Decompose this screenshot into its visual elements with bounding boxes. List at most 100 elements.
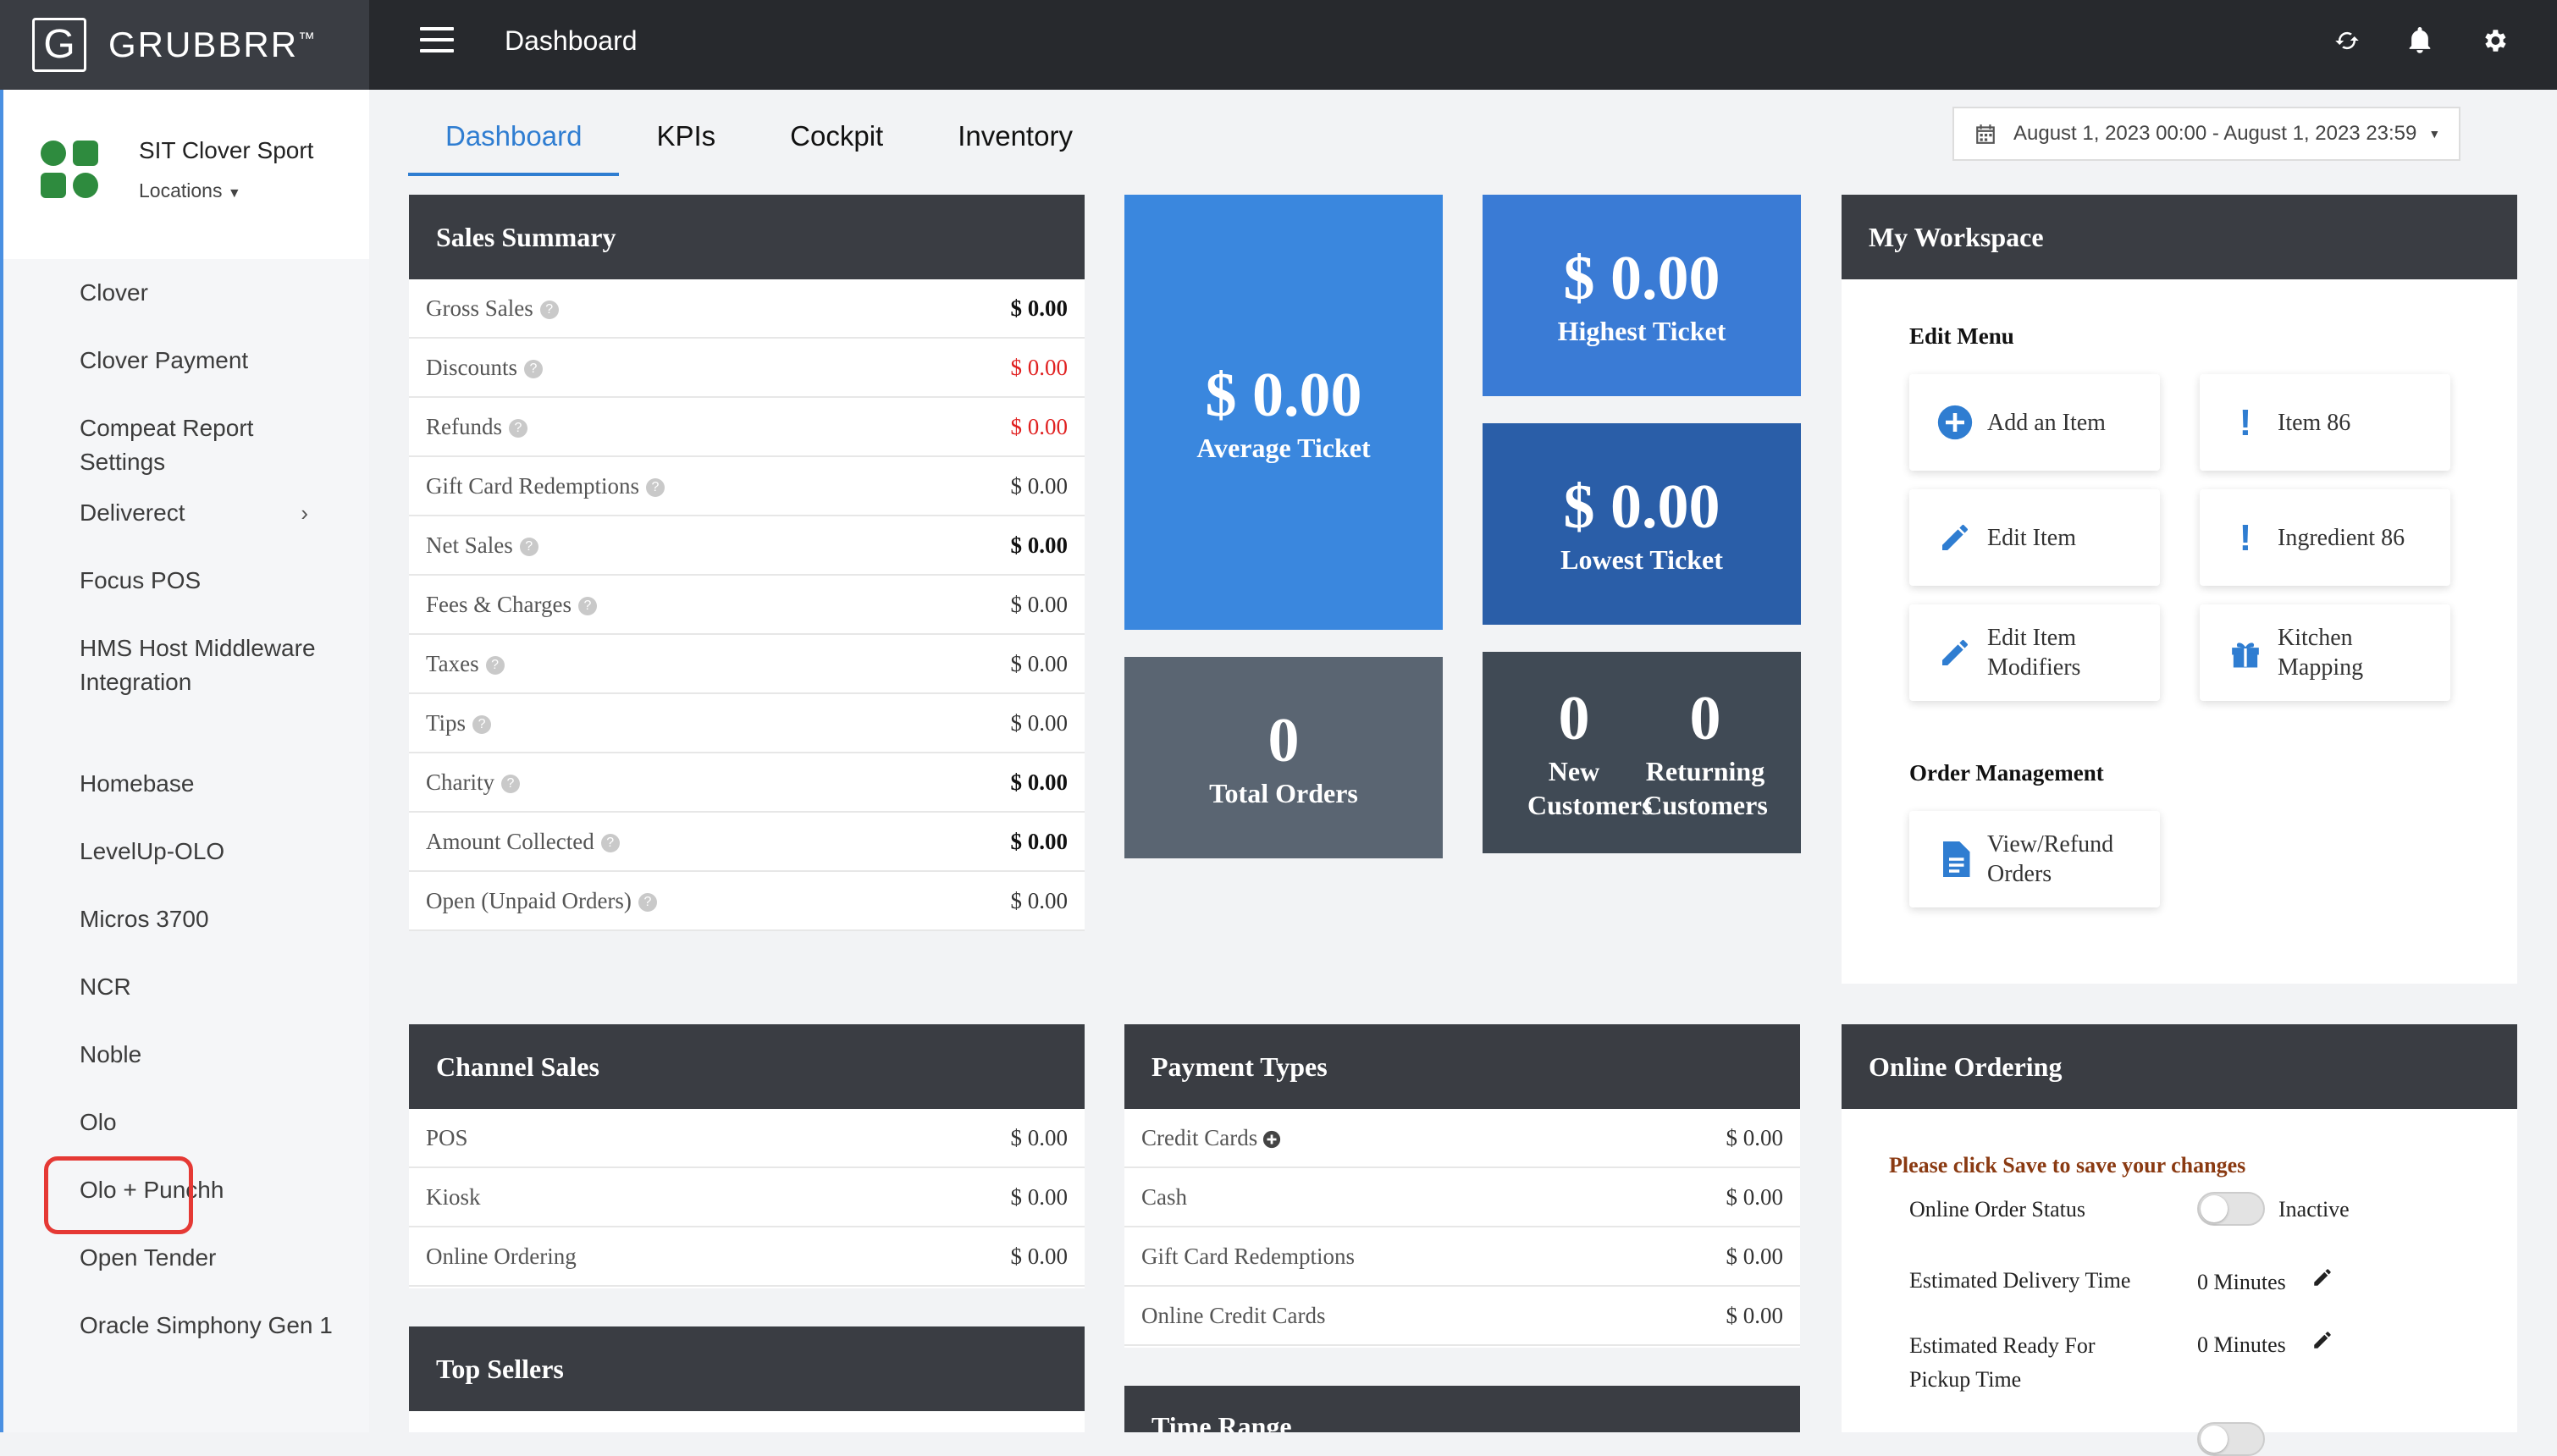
locations-label: Locations bbox=[139, 179, 223, 201]
row-label-text: Gross Sales bbox=[426, 295, 533, 321]
order-status-toggle[interactable] bbox=[2197, 1192, 2265, 1226]
table-row: Net Sales? $ 0.00 bbox=[409, 516, 1085, 576]
table-row: POS $ 0.00 bbox=[409, 1109, 1085, 1168]
edit-delivery-time-icon[interactable] bbox=[2311, 1266, 2333, 1294]
sidebar-item-label: Noble bbox=[80, 1041, 142, 1067]
sidebar-item-olo[interactable]: Olo bbox=[3, 1106, 334, 1139]
sidebar-item-label: Homebase bbox=[80, 770, 195, 797]
sidebar-item-oracle-simphony-gen-1[interactable]: Oracle Simphony Gen 1 bbox=[3, 1309, 334, 1343]
sidebar-item-label: NCR bbox=[80, 973, 131, 1000]
row-label-text: POS bbox=[426, 1124, 468, 1150]
menu-toggle-icon[interactable] bbox=[420, 27, 454, 52]
caret-down-icon: ▼ bbox=[2428, 127, 2441, 141]
row-value: $ 0.00 bbox=[1010, 650, 1069, 676]
top-sellers-title: Top Sellers bbox=[409, 1326, 1085, 1411]
row-label-text: Kiosk bbox=[426, 1183, 481, 1210]
edit-item-modifiers-button[interactable]: Edit Item Modifiers bbox=[1909, 604, 2160, 701]
item-86-button[interactable]: ! Item 86 bbox=[2200, 374, 2450, 471]
top-bar: G GRUBBRR™ Dashboard bbox=[0, 0, 2557, 90]
help-icon[interactable]: ? bbox=[501, 775, 520, 794]
help-icon[interactable]: ? bbox=[472, 715, 492, 735]
gear-icon[interactable] bbox=[2477, 24, 2511, 58]
sidebar-item-deliverect[interactable]: Deliverect › bbox=[3, 496, 334, 530]
bell-icon[interactable] bbox=[2403, 24, 2437, 58]
refresh-icon[interactable] bbox=[2330, 24, 2364, 58]
sidebar-item-hms-host-middleware-integration[interactable]: HMS Host Middleware Integration bbox=[3, 631, 334, 699]
sidebar-item-micros-3700[interactable]: Micros 3700 bbox=[3, 902, 334, 936]
sidebar-item-clover[interactable]: Clover bbox=[3, 276, 334, 310]
org-selector[interactable]: SIT Clover Sport Locations ▼ bbox=[3, 90, 369, 259]
row-label: Credit Cards bbox=[1141, 1125, 1281, 1151]
sidebar-item-label: HMS Host Middleware Integration bbox=[80, 635, 316, 695]
sidebar-item-noble[interactable]: Noble bbox=[3, 1038, 334, 1072]
sidebar-item-compeat-report-settings[interactable]: Compeat Report Settings bbox=[3, 411, 334, 479]
payment-types-list: Credit Cards $ 0.00 Cash $ 0.00 Gift Card Re… bbox=[1124, 1109, 1800, 1346]
add-item-button[interactable]: Add an Item bbox=[1909, 374, 2160, 471]
clover-logo-icon bbox=[41, 141, 98, 198]
ingredient-86-button[interactable]: ! Ingredient 86 bbox=[2200, 489, 2450, 586]
table-row: Gift Card Redemptions? $ 0.00 bbox=[409, 457, 1085, 516]
sidebar-item-olo-punchh[interactable]: Olo + Punchh bbox=[3, 1173, 334, 1207]
row-label: Net Sales? bbox=[426, 532, 538, 559]
average-ticket-tile: $ 0.00 Average Ticket bbox=[1124, 195, 1443, 630]
returning-customers-value: 0 bbox=[1689, 684, 1721, 753]
table-row: Online Credit Cards $ 0.00 bbox=[1124, 1287, 1800, 1346]
locations-dropdown[interactable]: Locations ▼ bbox=[139, 179, 241, 202]
sidebar-item-label: Micros 3700 bbox=[80, 906, 209, 932]
kitchen-mapping-button[interactable]: Kitchen Mapping bbox=[2200, 604, 2450, 701]
sales-summary-panel: Sales Summary Gross Sales? $ 0.00 Discount… bbox=[409, 195, 1085, 931]
row-value: $ 0.00 bbox=[1010, 295, 1069, 321]
row-label: Amount Collected? bbox=[426, 829, 620, 855]
view-refund-orders-button[interactable]: View/Refund Orders bbox=[1909, 811, 2160, 907]
tab-inventory[interactable]: Inventory bbox=[958, 120, 1073, 152]
partial-toggle[interactable] bbox=[2197, 1422, 2265, 1456]
row-value: $ 0.00 bbox=[1010, 354, 1069, 380]
row-label-text: Cash bbox=[1141, 1183, 1187, 1210]
help-icon[interactable]: ? bbox=[645, 478, 665, 498]
help-icon[interactable]: ? bbox=[577, 597, 597, 616]
sidebar-item-label: Focus POS bbox=[80, 567, 202, 593]
sales-summary-list: Gross Sales? $ 0.00 Discounts? $ 0.00 Refund… bbox=[409, 279, 1085, 931]
chevron-right-icon: › bbox=[301, 500, 308, 526]
delivery-time-value: 0 Minutes bbox=[2197, 1270, 2286, 1294]
sidebar-item-focus-pos[interactable]: Focus POS bbox=[3, 564, 334, 598]
help-icon[interactable]: ? bbox=[485, 656, 505, 676]
row-value: $ 0.00 bbox=[1010, 769, 1069, 795]
org-name: SIT Clover Sport bbox=[139, 137, 314, 163]
expand-plus-icon[interactable] bbox=[1262, 1125, 1281, 1150]
table-row: Fees & Charges? $ 0.00 bbox=[409, 576, 1085, 635]
brand[interactable]: G GRUBBRR™ bbox=[0, 0, 369, 90]
sidebar-item-homebase[interactable]: Homebase bbox=[3, 767, 334, 801]
tab-cockpit[interactable]: Cockpit bbox=[790, 120, 884, 152]
date-range-picker[interactable]: August 1, 2023 00:00 - August 1, 2023 23… bbox=[1952, 107, 2460, 161]
help-icon[interactable]: ? bbox=[638, 893, 657, 913]
help-icon[interactable]: ? bbox=[600, 834, 620, 853]
pencil-icon bbox=[1935, 517, 1975, 558]
row-value: $ 0.00 bbox=[1010, 887, 1069, 913]
new-customers-value: 0 bbox=[1558, 684, 1590, 753]
help-icon[interactable]: ? bbox=[519, 538, 538, 557]
document-icon bbox=[1935, 839, 1975, 880]
edit-item-button[interactable]: Edit Item bbox=[1909, 489, 2160, 586]
help-icon[interactable]: ? bbox=[539, 301, 559, 320]
view-refund-orders-label: View/Refund Orders bbox=[1987, 831, 2114, 887]
sidebar-item-open-tender[interactable]: Open Tender bbox=[3, 1241, 334, 1275]
row-label: Fees & Charges? bbox=[426, 592, 597, 618]
help-icon[interactable]: ? bbox=[524, 360, 543, 379]
table-row: Taxes? $ 0.00 bbox=[409, 635, 1085, 694]
row-label: Kiosk bbox=[426, 1184, 481, 1211]
online-ordering-title: Online Ordering bbox=[1842, 1024, 2517, 1109]
help-icon[interactable]: ? bbox=[509, 419, 527, 438]
sidebar-item-levelup-olo[interactable]: LevelUp-OLO bbox=[3, 835, 334, 869]
sidebar-item-ncr[interactable]: NCR bbox=[3, 970, 334, 1004]
sidebar-item-label: Clover bbox=[80, 279, 148, 306]
order-status-label: Online Order Status bbox=[1909, 1197, 2085, 1222]
tab-kpis[interactable]: KPIs bbox=[656, 120, 716, 152]
sidebar-item-clover-payment[interactable]: Clover Payment bbox=[3, 344, 334, 378]
pickup-time-label: Estimated Ready For Pickup Time bbox=[1909, 1333, 2096, 1392]
tab-dashboard[interactable]: Dashboard bbox=[408, 102, 620, 176]
table-row: Online Ordering $ 0.00 bbox=[409, 1227, 1085, 1287]
gift-icon bbox=[2225, 632, 2266, 673]
row-label: Taxes? bbox=[426, 651, 505, 677]
edit-pickup-time-icon[interactable] bbox=[2311, 1329, 2333, 1357]
